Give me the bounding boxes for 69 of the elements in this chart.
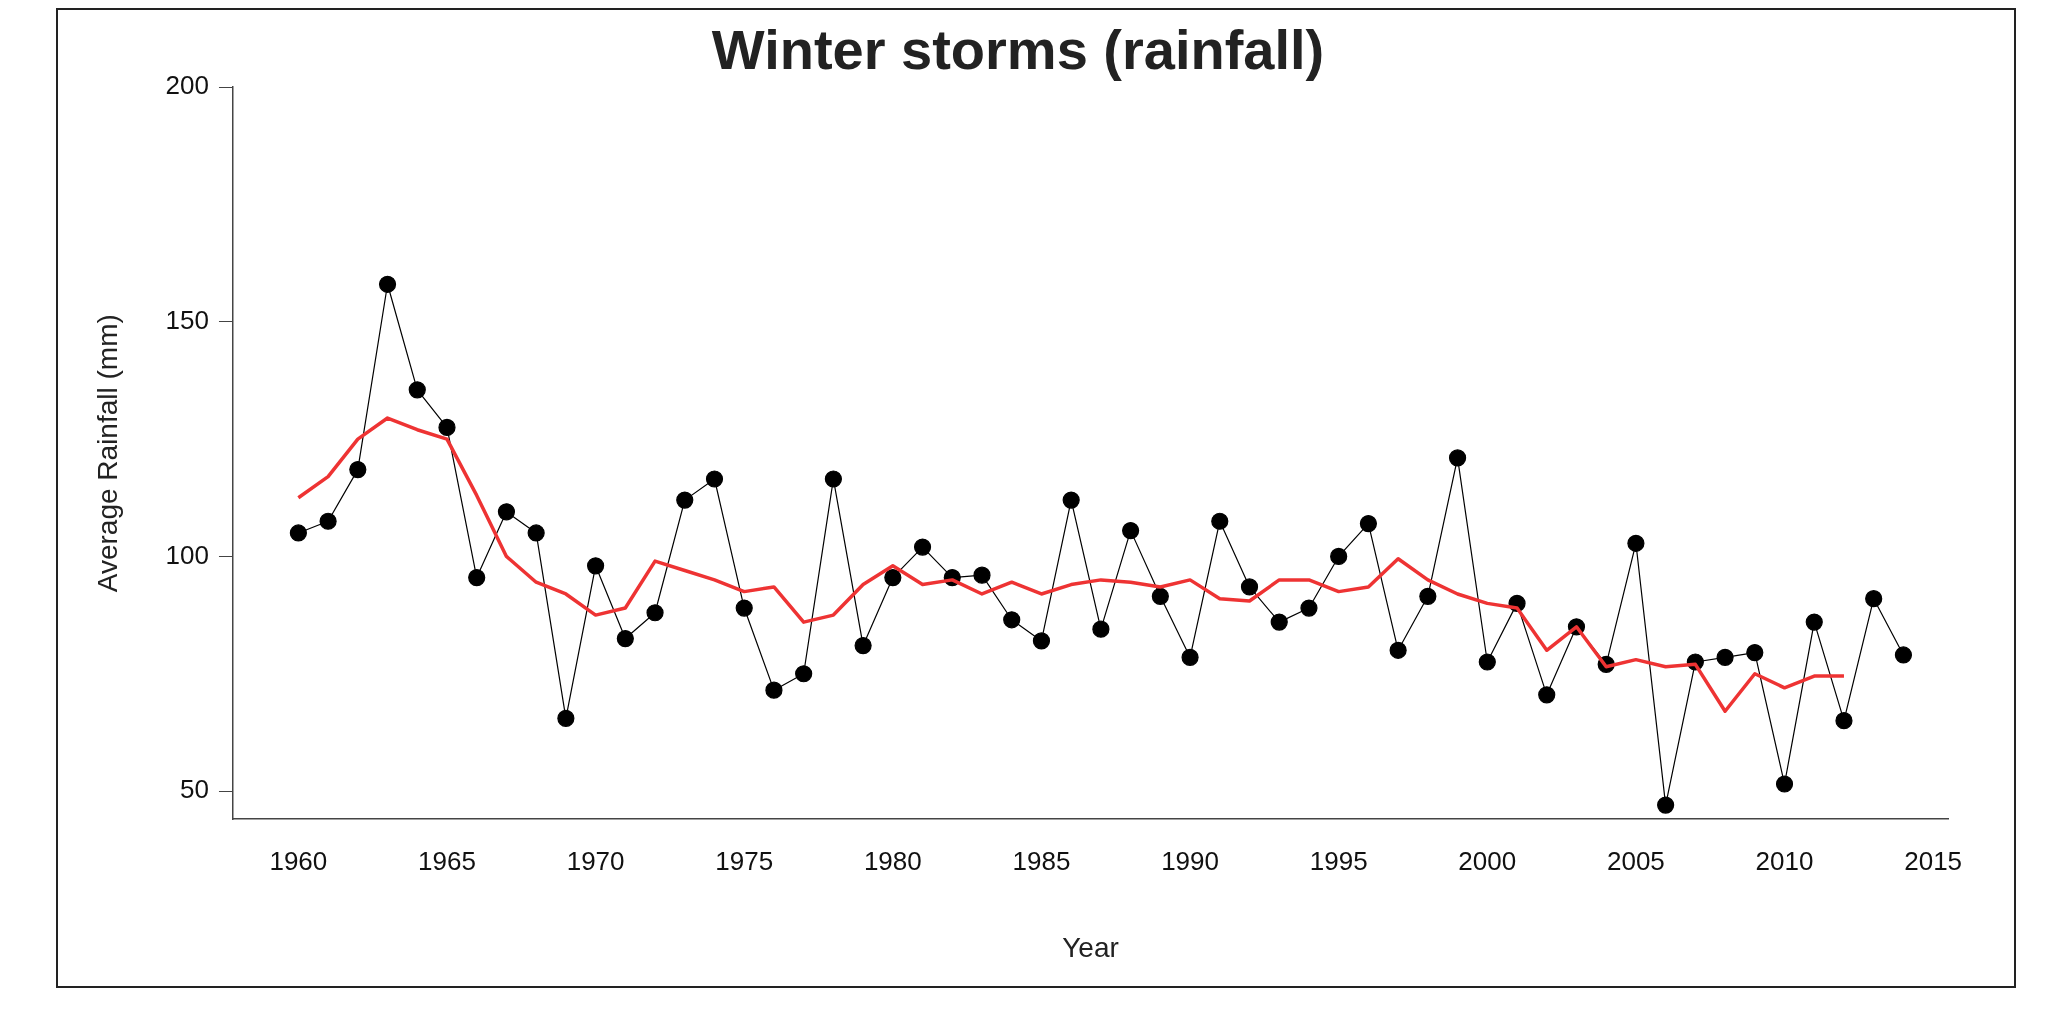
point xyxy=(1211,512,1229,530)
x-tick-label: 2000 xyxy=(1458,845,1517,876)
y-tick-label: 200 xyxy=(165,70,209,101)
point xyxy=(616,629,634,648)
point xyxy=(705,470,724,488)
y-axis-title: Average Rainfall (mm) xyxy=(91,314,123,593)
point xyxy=(1359,514,1377,533)
point xyxy=(378,275,397,293)
point xyxy=(438,418,456,436)
point xyxy=(1865,590,1883,608)
point xyxy=(1657,796,1675,814)
point xyxy=(1448,449,1467,467)
chart-title: Winter storms (rainfall) xyxy=(711,18,1325,82)
point xyxy=(1805,613,1823,631)
x-tick-label: 2010 xyxy=(1755,845,1814,876)
x-tick-label: 1975 xyxy=(715,845,774,876)
x-tick-label: 1965 xyxy=(418,845,476,876)
point xyxy=(824,470,842,488)
point xyxy=(1835,712,1853,730)
x-tick-label: 1985 xyxy=(1012,845,1071,876)
point xyxy=(289,524,307,542)
point xyxy=(913,538,932,556)
point xyxy=(1894,646,1913,664)
point xyxy=(1538,686,1556,704)
point xyxy=(646,604,664,622)
point xyxy=(676,491,694,509)
point xyxy=(1092,620,1110,638)
x-tick-label: 1960 xyxy=(269,845,328,876)
point xyxy=(735,599,753,617)
point xyxy=(1181,648,1199,666)
y-tick-label: 50 xyxy=(180,774,209,805)
point xyxy=(1716,648,1734,666)
x-tick-label: 2015 xyxy=(1904,845,1963,876)
x-tick-label: 1995 xyxy=(1309,845,1368,876)
x-tick-label: 1980 xyxy=(863,845,922,876)
point xyxy=(557,709,575,727)
point xyxy=(1478,653,1496,671)
point xyxy=(884,568,902,587)
point xyxy=(765,681,783,699)
point xyxy=(349,461,367,479)
point xyxy=(408,381,426,399)
point xyxy=(973,566,991,584)
point xyxy=(527,524,545,542)
point xyxy=(1240,578,1259,596)
y-tick-label: 150 xyxy=(165,304,209,335)
point xyxy=(1389,641,1407,659)
point xyxy=(587,557,605,575)
x-axis-title: Year xyxy=(1062,931,1119,963)
y-tick-label: 100 xyxy=(165,539,209,570)
x-tick-label: 1970 xyxy=(566,845,625,876)
point xyxy=(468,568,486,587)
x-tick-label: 2005 xyxy=(1606,845,1665,876)
point xyxy=(497,503,516,521)
point xyxy=(1032,632,1051,650)
x-tick-label: 1990 xyxy=(1161,845,1219,876)
point xyxy=(1746,644,1764,662)
point xyxy=(1300,599,1318,617)
point xyxy=(854,636,872,655)
point xyxy=(1775,775,1794,793)
point xyxy=(1062,491,1080,509)
point xyxy=(1330,547,1348,566)
point xyxy=(1270,613,1288,631)
point xyxy=(1003,611,1021,629)
point xyxy=(795,665,813,683)
point xyxy=(1419,587,1437,605)
point xyxy=(1151,587,1169,605)
point xyxy=(1627,534,1645,552)
point xyxy=(1122,522,1140,540)
point xyxy=(319,512,337,530)
